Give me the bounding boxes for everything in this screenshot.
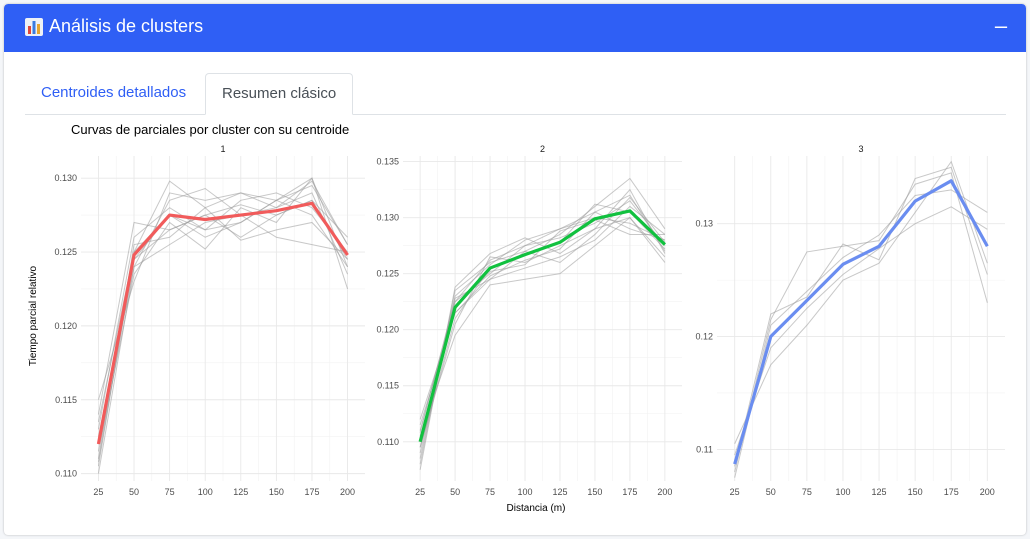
member-series-line xyxy=(734,189,988,478)
bar-chart-icon xyxy=(25,17,43,36)
x-tick-label: 200 xyxy=(980,487,995,497)
member-series-line xyxy=(97,207,348,459)
x-tick-label: 50 xyxy=(450,487,460,497)
member-series-line xyxy=(97,180,348,400)
member-series-line xyxy=(97,199,348,423)
y-tick-label: 0.110 xyxy=(377,437,399,447)
member-series-line xyxy=(97,187,349,474)
card-title: Análisis de clusters xyxy=(25,16,203,37)
x-tick-label: 125 xyxy=(552,487,567,497)
centroid-series-line xyxy=(96,201,349,445)
member-series-line xyxy=(419,196,666,433)
member-series-line xyxy=(419,217,666,448)
x-tick-label: 175 xyxy=(944,487,959,497)
x-tick-label: 125 xyxy=(872,487,887,497)
y-tick-label: 0.115 xyxy=(55,395,77,405)
tab-resumen-clasico[interactable]: Resumen clásico xyxy=(205,73,354,115)
x-tick-label: 100 xyxy=(518,487,533,497)
y-tick-label: 0.13 xyxy=(695,219,713,229)
member-series-line xyxy=(419,216,666,437)
member-series-line xyxy=(97,199,348,462)
member-series-line xyxy=(734,172,988,473)
chart-title: Curvas de parciales por cluster con su c… xyxy=(71,122,349,137)
x-tick-label: 150 xyxy=(908,487,923,497)
y-tick-label: 0.120 xyxy=(54,321,77,331)
x-tick-label: 100 xyxy=(835,487,850,497)
x-tick-label: 25 xyxy=(93,487,103,497)
centroid-series-line xyxy=(418,209,666,443)
y-tick-label: 0.135 xyxy=(376,157,399,167)
cluster-curves-chart: Curvas de parciales por cluster con su c… xyxy=(28,122,1005,514)
y-tick-label: 0.125 xyxy=(376,269,399,279)
y-tick-label: 0.125 xyxy=(54,247,77,257)
x-tick-label: 25 xyxy=(730,487,740,497)
x-tick-label: 175 xyxy=(622,487,637,497)
y-tick-label: 0.110 xyxy=(55,469,77,479)
analysis-card: Análisis de clusters – Centroides detall… xyxy=(4,4,1026,535)
y-tick-label: 0.130 xyxy=(376,213,399,223)
y-tick-label: 0.130 xyxy=(54,173,77,183)
member-series-line xyxy=(419,177,666,465)
x-tick-label: 50 xyxy=(766,487,776,497)
x-tick-label: 200 xyxy=(657,487,672,497)
x-tick-label: 50 xyxy=(129,487,139,497)
member-series-line xyxy=(419,188,666,470)
panel-label: 2 xyxy=(540,144,545,154)
member-series-line xyxy=(734,166,988,467)
panel-label: 1 xyxy=(220,144,225,154)
member-series-line xyxy=(734,206,988,456)
x-tick-label: 125 xyxy=(233,487,248,497)
x-tick-label: 25 xyxy=(415,487,425,497)
y-tick-label: 0.120 xyxy=(376,325,399,335)
card-title-text: Análisis de clusters xyxy=(49,16,204,36)
x-axis-label: Distancia (m) xyxy=(507,503,566,514)
y-axis-label: Tiempo parcial relativo xyxy=(28,265,39,366)
x-tick-label: 75 xyxy=(485,487,495,497)
x-tick-label: 150 xyxy=(269,487,284,497)
centroid-series-line xyxy=(733,179,989,465)
y-tick-label: 0.12 xyxy=(695,332,713,342)
y-tick-label: 0.11 xyxy=(696,444,713,454)
card-header: Análisis de clusters – xyxy=(4,4,1026,52)
x-tick-label: 75 xyxy=(165,487,175,497)
member-series-line xyxy=(97,177,349,467)
x-tick-label: 150 xyxy=(587,487,602,497)
tab-centroides-detallados[interactable]: Centroides detallados xyxy=(41,84,187,101)
panel-label: 3 xyxy=(858,144,863,154)
x-tick-label: 75 xyxy=(802,487,812,497)
collapse-button[interactable]: – xyxy=(994,13,1008,38)
x-tick-label: 175 xyxy=(304,487,319,497)
y-tick-label: 0.115 xyxy=(377,381,399,391)
member-series-line xyxy=(734,160,988,444)
tab-bar: Centroides detallados Resumen clásico xyxy=(25,73,1006,115)
member-series-line xyxy=(419,194,666,431)
member-series-line xyxy=(419,211,666,426)
x-tick-label: 100 xyxy=(198,487,213,497)
x-tick-label: 200 xyxy=(340,487,355,497)
